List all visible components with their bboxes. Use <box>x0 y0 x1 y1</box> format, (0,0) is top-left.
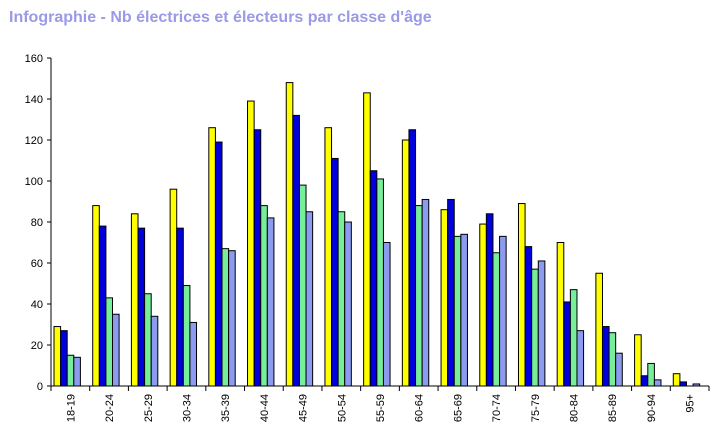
bar-30-34-s1 <box>169 188 178 387</box>
bar-75-79-s2 <box>524 246 533 387</box>
bar-20-24-s4 <box>112 313 120 387</box>
x-tick-label-18-19: 18-19 <box>65 394 77 422</box>
bar-18-19-s4 <box>73 356 81 387</box>
bar-75-79-s4 <box>537 260 546 387</box>
bar-35-39-s4 <box>228 250 236 387</box>
axes-layer <box>47 57 710 391</box>
bar-95+-s1 <box>672 373 681 387</box>
bar-60-64-s4 <box>421 198 430 387</box>
bar-85-89-s1 <box>595 272 603 387</box>
bar-20-24-s1 <box>92 205 100 387</box>
bar-50-54-s3 <box>337 211 346 387</box>
bar-60-64-s1 <box>401 139 410 387</box>
bar-18-19-s1 <box>53 326 62 387</box>
bar-35-39-s3 <box>221 248 230 387</box>
x-tick-label-95+: 95+ <box>685 394 697 413</box>
tick-labels-layer: 0 20 40 60 80 100 120 140 160 18-19 20-24 25-29 30-3… <box>25 53 697 422</box>
bar-60-64-s2 <box>408 129 417 387</box>
bar-30-34-s2 <box>176 227 184 387</box>
bar-90-94-s3 <box>647 362 655 387</box>
bar-70-74-s3 <box>492 252 501 387</box>
bar-50-54-s1 <box>324 127 333 387</box>
bar-45-49-s3 <box>298 184 307 387</box>
bar-40-44-s2 <box>253 129 262 387</box>
bar-40-44-s4 <box>266 217 275 387</box>
bar-25-29-s4 <box>150 315 159 387</box>
bar-40-44-s3 <box>260 205 268 387</box>
bar-65-69-s3 <box>453 235 462 387</box>
x-tick-label-30-34: 30-34 <box>181 394 193 422</box>
y-tick-label: 0 <box>37 381 43 393</box>
y-tick-label: 100 <box>25 176 43 188</box>
x-tick-label-50-54: 50-54 <box>336 394 348 422</box>
chart-title: Infographie - Nb électrices et électeurs… <box>9 9 432 26</box>
y-tick-label: 60 <box>31 258 43 270</box>
x-tick-label-90-94: 90-94 <box>646 394 658 422</box>
bar-70-74-s1 <box>479 223 487 387</box>
x-tick-label-20-24: 20-24 <box>104 394 116 422</box>
bar-25-29-s3 <box>144 293 152 387</box>
y-tick-label: 140 <box>25 94 43 106</box>
bar-80-84-s3 <box>569 289 578 387</box>
bar-90-94-s4 <box>653 379 662 387</box>
bar-40-44-s1 <box>247 100 255 387</box>
y-tick-label: 80 <box>31 217 43 229</box>
bar-80-84-s1 <box>556 242 565 387</box>
bar-90-94-s2 <box>640 375 649 387</box>
x-tick-label-85-89: 85-89 <box>607 394 619 422</box>
bar-35-39-s2 <box>214 141 223 387</box>
bar-20-24-s3 <box>105 297 114 387</box>
bar-30-34-s4 <box>189 321 198 387</box>
bar-18-19-s2 <box>60 330 68 387</box>
bar-45-49-s1 <box>285 82 294 387</box>
x-tick-label-35-39: 35-39 <box>220 394 232 422</box>
bar-35-39-s1 <box>208 127 216 387</box>
x-tick-label-65-69: 65-69 <box>452 394 464 422</box>
x-tick-label-55-59: 55-59 <box>375 394 387 422</box>
bar-60-64-s3 <box>415 205 423 387</box>
bar-70-74-s2 <box>485 213 494 387</box>
bar-85-89-s2 <box>601 326 610 387</box>
bar-65-69-s2 <box>447 198 455 387</box>
y-tick-label: 20 <box>31 340 43 352</box>
bar-18-19-s3 <box>66 354 75 387</box>
y-tick-label: 120 <box>25 135 43 147</box>
bar-25-29-s1 <box>130 213 139 387</box>
bar-85-89-s3 <box>608 332 617 387</box>
y-tick-label: 160 <box>25 53 43 65</box>
bar-90-94-s1 <box>634 334 642 387</box>
x-tick-label-25-29: 25-29 <box>143 394 155 422</box>
x-tick-label-60-64: 60-64 <box>414 394 426 422</box>
bar-55-59-s1 <box>363 92 371 387</box>
bar-50-54-s2 <box>331 157 339 387</box>
x-tick-label-75-79: 75-79 <box>530 394 542 422</box>
x-tick-label-80-84: 80-84 <box>569 394 581 422</box>
bar-45-49-s2 <box>292 114 300 387</box>
bar-70-74-s4 <box>499 235 507 387</box>
x-tick-label-40-44: 40-44 <box>259 394 271 422</box>
bar-25-29-s2 <box>137 227 146 387</box>
bar-65-69-s4 <box>460 233 468 387</box>
bar-50-54-s4 <box>344 221 352 387</box>
bar-55-59-s3 <box>376 178 384 387</box>
bar-75-79-s1 <box>517 203 526 387</box>
bar-80-84-s2 <box>563 301 571 387</box>
x-tick-label-70-74: 70-74 <box>491 394 503 422</box>
bar-55-59-s4 <box>382 242 391 387</box>
y-tick-label: 40 <box>31 299 43 311</box>
bar-55-59-s2 <box>369 170 378 387</box>
bar-75-79-s3 <box>531 268 539 387</box>
bar-65-69-s1 <box>440 209 449 387</box>
bar-20-24-s2 <box>98 225 107 387</box>
bar-45-49-s4 <box>305 211 314 387</box>
bar-80-84-s4 <box>576 330 585 387</box>
bar-85-89-s4 <box>615 352 623 387</box>
bar-30-34-s3 <box>182 285 191 387</box>
bar-95+-s2 <box>679 381 687 387</box>
x-tick-label-45-49: 45-49 <box>298 394 310 422</box>
bars-layer <box>53 82 701 387</box>
